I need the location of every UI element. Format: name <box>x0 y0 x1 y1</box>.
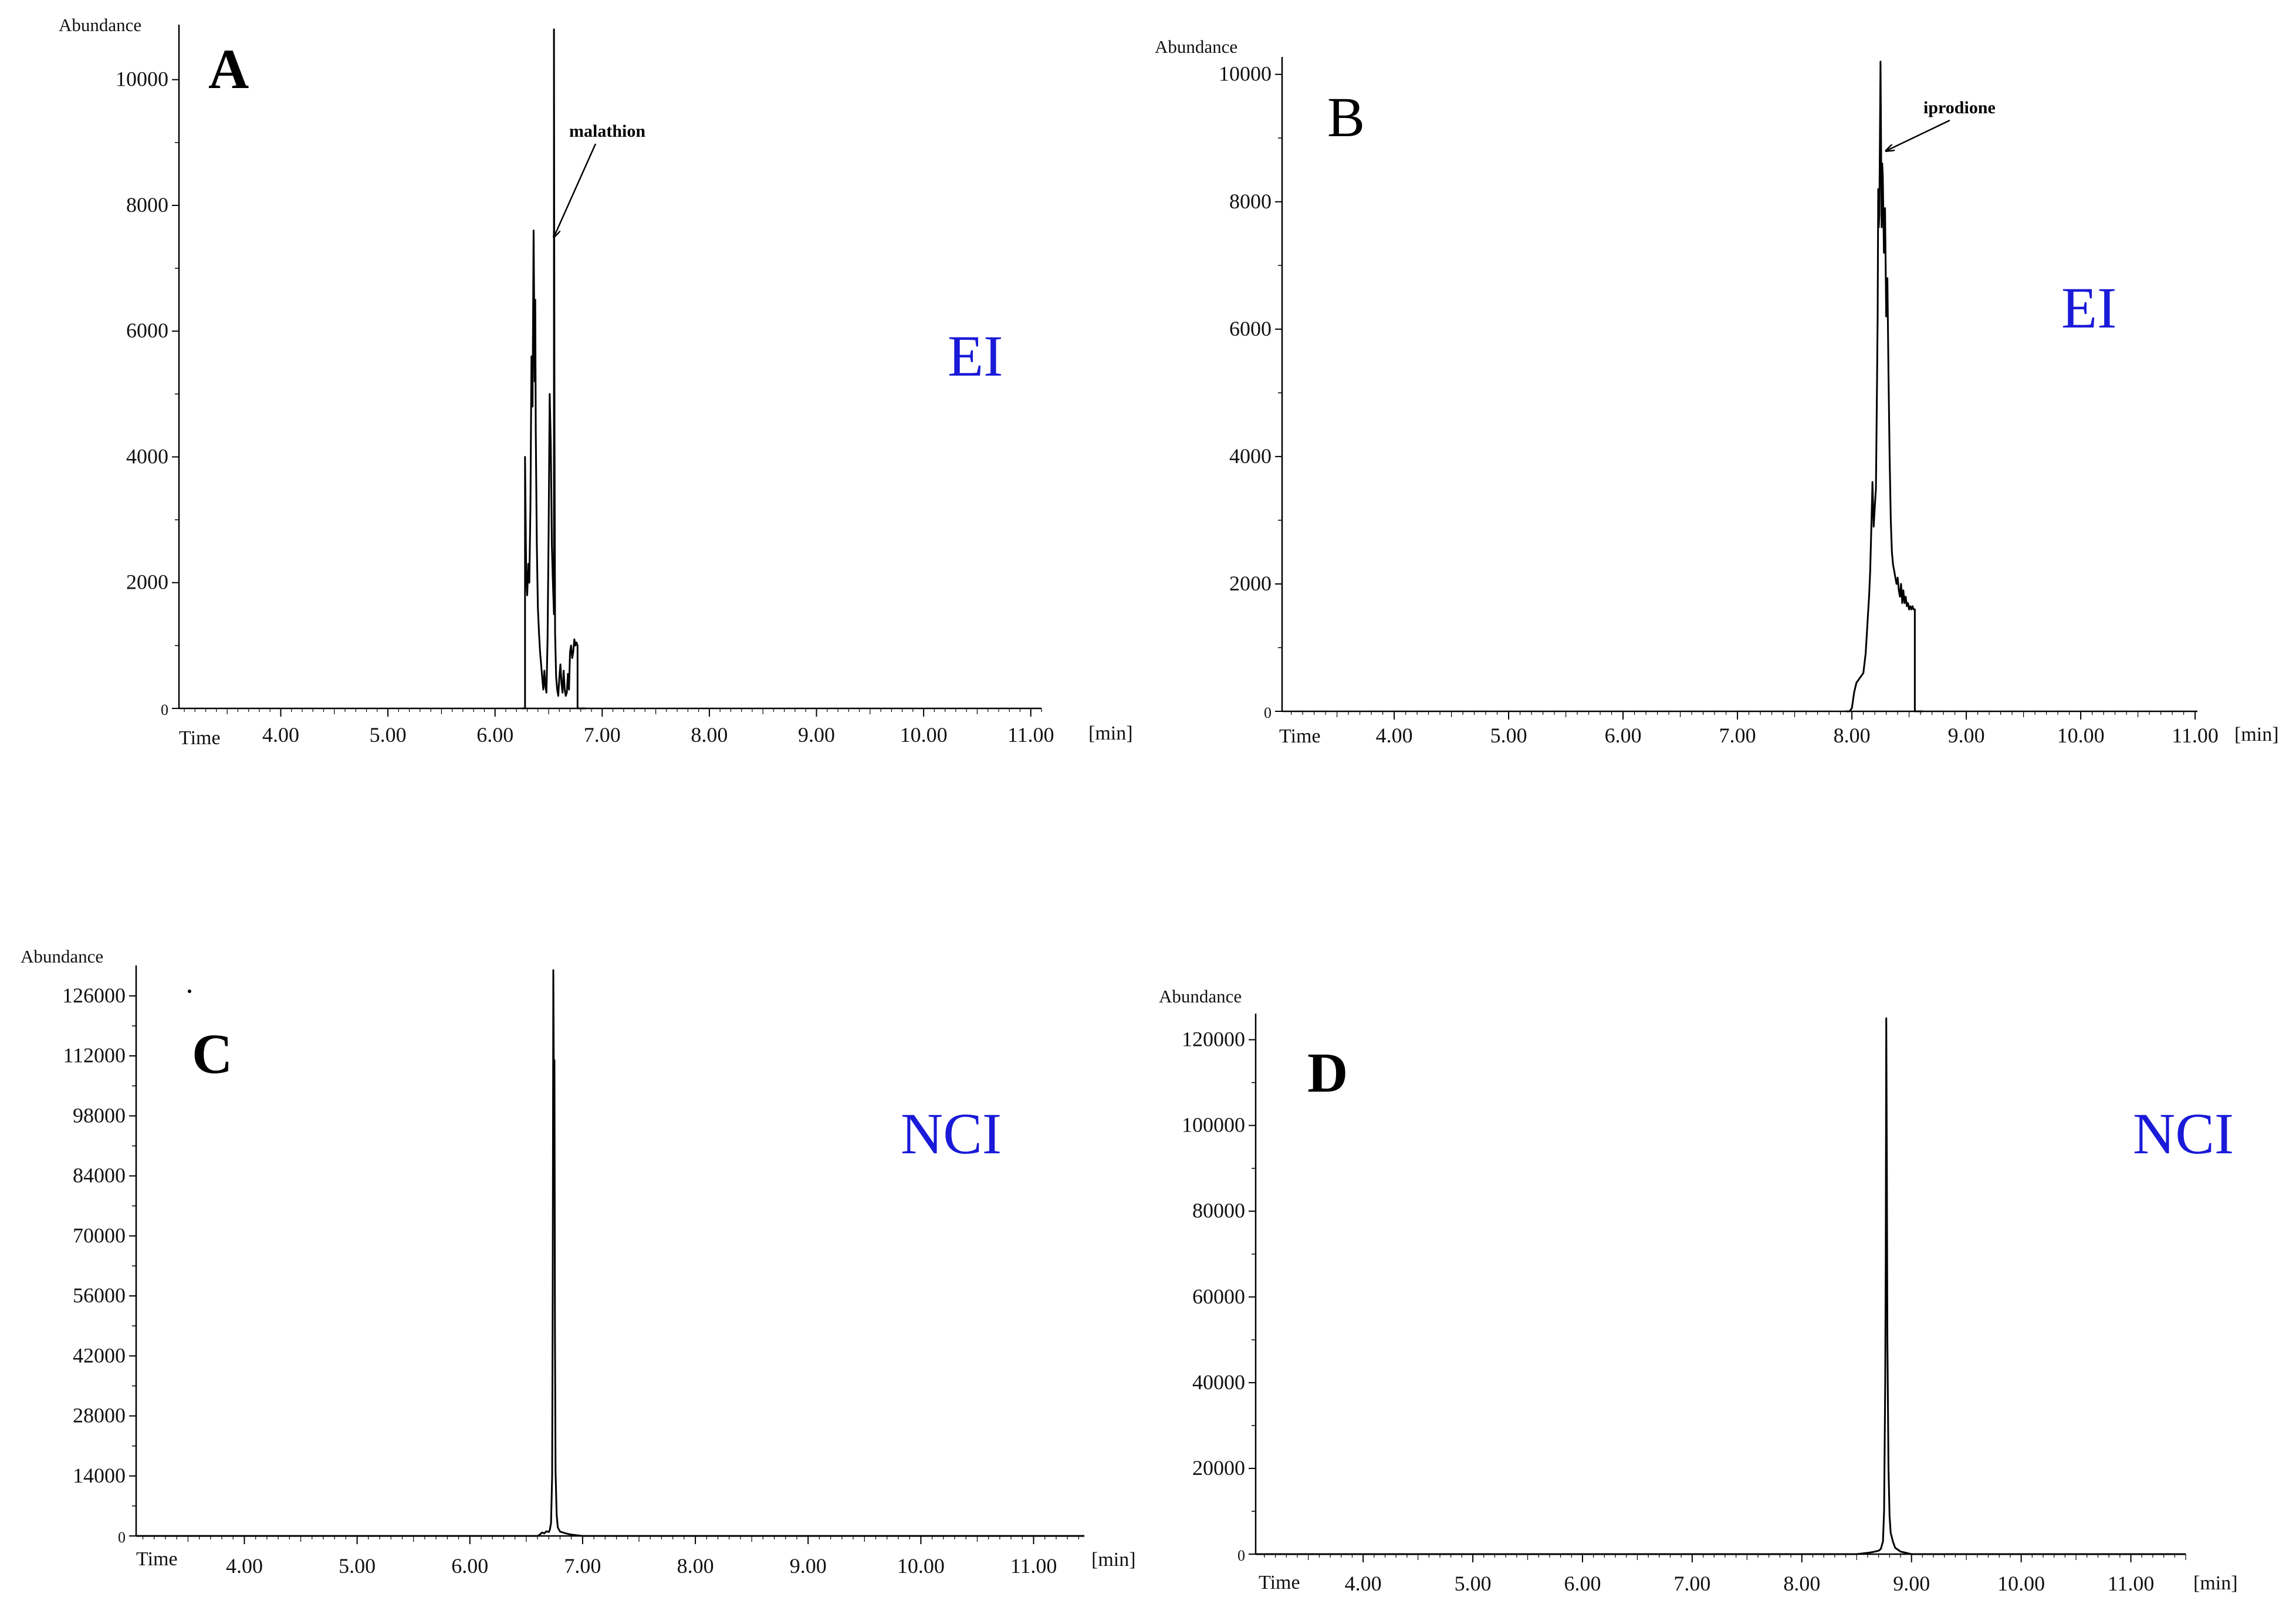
y-tick-label: 2000 <box>126 570 168 594</box>
y-tick-label: 2000 <box>1229 572 1272 595</box>
y-tick-label: 4000 <box>1229 444 1272 468</box>
panel-letter: C <box>192 1022 232 1085</box>
ionization-mode-label: NCI <box>2133 1101 2234 1166</box>
y-tick-label: 42000 <box>73 1343 126 1367</box>
y-tick-label: 10000 <box>1219 62 1272 86</box>
y-axis-title: Abundance <box>21 946 103 967</box>
x-tick-label: 5.00 <box>339 1554 376 1578</box>
y-tick-label: 98000 <box>73 1103 126 1127</box>
x-tick-label: 10.00 <box>897 1554 945 1578</box>
y-tick-label: 120000 <box>1182 1028 1245 1051</box>
peak-annotation-label: malathion <box>569 121 645 141</box>
y-tick-label: 8000 <box>126 193 168 217</box>
panel-letter: A <box>208 38 249 100</box>
x-tick-label: 5.00 <box>1455 1572 1492 1595</box>
y-tick-label: 20000 <box>1192 1456 1245 1480</box>
x-tick-label: 10.00 <box>1997 1572 2045 1595</box>
x-tick-label: 9.00 <box>790 1554 827 1578</box>
y-tick-label: 0 <box>1237 1547 1245 1564</box>
chromatogram-panel-c: 0 14000 28000 42000 56000 70000 84000 98000 1120… <box>21 946 1136 1578</box>
ionization-mode-label: NCI <box>901 1101 1002 1166</box>
x-tick-label: 4.00 <box>1376 724 1413 747</box>
x-tick-label: 7.00 <box>1673 1572 1710 1595</box>
chromatogram-panel-b: 0 2000 4000 6000 8000 10000 4.00 5.00 6.00 7.00 8.… <box>1155 36 2279 747</box>
y-tick-label: 126000 <box>62 984 126 1007</box>
x-axis-unit: [min] <box>1091 1549 1136 1571</box>
chromatogram-panel-a: 0 2000 4000 6000 8000 10000 4.00 5.00 6.00 7.00 8.… <box>59 15 1133 749</box>
x-axis-unit: [min] <box>2193 1572 2238 1594</box>
x-tick-label: 8.00 <box>1834 724 1871 747</box>
x-axis-unit: [min] <box>2234 724 2279 745</box>
y-tick-label: 80000 <box>1192 1199 1245 1223</box>
y-tick-label: 8000 <box>1229 190 1272 213</box>
peak-annotation-arrow <box>1886 119 1950 151</box>
x-tick-label: 9.00 <box>1893 1572 1930 1595</box>
y-tick-label: 6000 <box>126 319 168 342</box>
y-tick-label: 100000 <box>1182 1113 1245 1137</box>
x-tick-label: 4.00 <box>226 1554 263 1578</box>
x-tick-label: 8.00 <box>1783 1572 1820 1595</box>
x-tick-label: 5.00 <box>370 723 407 747</box>
y-tick-label: 10000 <box>116 67 168 91</box>
y-tick-label: 40000 <box>1192 1370 1245 1394</box>
y-axis-title: Abundance <box>59 15 141 35</box>
y-tick-label: 56000 <box>73 1284 126 1307</box>
y-tick-label: 84000 <box>73 1164 126 1187</box>
peak-annotation-arrow <box>554 143 597 237</box>
y-tick-label: 6000 <box>1229 317 1272 340</box>
x-tick-label: 6.00 <box>1605 724 1642 747</box>
y-tick-label: 112000 <box>63 1044 126 1067</box>
x-tick-label: 4.00 <box>262 723 299 747</box>
y-tick-label: 0 <box>118 1529 126 1546</box>
y-tick-label: 0 <box>1264 704 1272 721</box>
ionization-mode-label: EI <box>2061 275 2116 340</box>
y-tick-label: 60000 <box>1192 1285 1245 1308</box>
x-tick-label: 6.00 <box>1564 1572 1601 1595</box>
x-tick-label: 6.00 <box>476 723 513 747</box>
x-axis-title: Time <box>1279 725 1321 747</box>
stray-dot <box>188 990 191 993</box>
panel-letter: B <box>1327 86 1365 148</box>
x-tick-label: 8.00 <box>677 1554 714 1578</box>
chromatogram-trace <box>1846 60 1923 713</box>
x-tick-label: 7.00 <box>584 723 621 747</box>
x-axis-title: Time <box>179 727 221 749</box>
chromatogram-panel-d: 0 20000 40000 60000 80000 100000 120000 4.00 5.0… <box>1159 986 2238 1595</box>
x-tick-label: 11.00 <box>1010 1554 1057 1578</box>
y-tick-label: 70000 <box>73 1224 126 1247</box>
y-axis-title: Abundance <box>1159 986 1242 1007</box>
x-tick-label: 7.00 <box>564 1554 601 1578</box>
x-tick-label: 9.00 <box>1948 724 1985 747</box>
x-tick-label: 8.00 <box>691 723 728 747</box>
x-tick-label: 7.00 <box>1719 724 1756 747</box>
ionization-mode-label: EI <box>948 323 1003 389</box>
x-tick-label: 11.00 <box>2108 1572 2155 1595</box>
x-tick-label: 9.00 <box>798 723 835 747</box>
y-axis-title: Abundance <box>1155 36 1237 57</box>
y-tick-label: 0 <box>161 701 168 718</box>
chromatogram-trace <box>136 969 1084 1537</box>
peak-annotation-label: iprodione <box>1923 98 1996 117</box>
x-axis-unit: [min] <box>1088 722 1133 744</box>
panel-letter: D <box>1307 1041 1348 1104</box>
y-tick-label: 14000 <box>73 1464 126 1487</box>
x-tick-label: 11.00 <box>2172 724 2219 747</box>
x-tick-label: 6.00 <box>451 1554 488 1578</box>
x-tick-label: 11.00 <box>1007 723 1054 747</box>
y-tick-label: 4000 <box>126 444 168 468</box>
y-tick-label: 28000 <box>73 1404 126 1427</box>
x-axis-title: Time <box>136 1548 178 1570</box>
x-tick-label: 4.00 <box>1345 1572 1382 1595</box>
x-tick-label: 10.00 <box>2057 724 2105 747</box>
x-tick-label: 10.00 <box>900 723 948 747</box>
chromatogram-trace <box>522 28 586 710</box>
chromatogram-trace <box>1256 1017 2186 1555</box>
x-tick-label: 5.00 <box>1490 724 1527 747</box>
x-axis-title: Time <box>1259 1572 1300 1593</box>
